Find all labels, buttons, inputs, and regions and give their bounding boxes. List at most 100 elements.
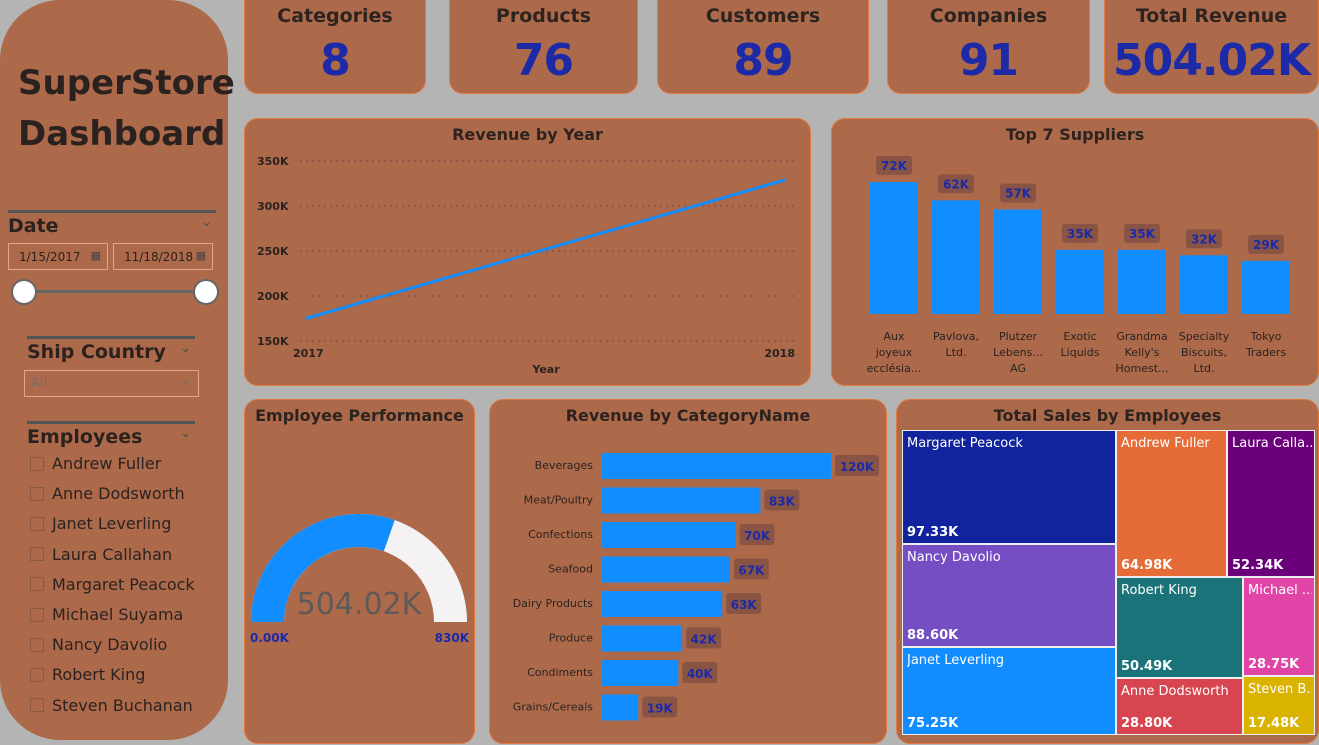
category-label: Condiments: [527, 666, 593, 679]
data-label: 72K: [881, 159, 908, 173]
end-slider-handle[interactable]: [193, 279, 219, 305]
category-bar: [602, 694, 639, 721]
treemap-tile[interactable]: Michael ... 28.75K: [1243, 577, 1315, 676]
kpi-label: Categories: [277, 5, 393, 27]
revenue-by-year-card: Revenue by Year 150K 200K 250K 300K 350K 2017…: [244, 118, 811, 386]
employee-name: Nancy Davolio: [907, 550, 1001, 565]
checkbox[interactable]: [30, 577, 44, 592]
supplier-name: Homest...: [1115, 362, 1168, 375]
treemap-tile[interactable]: Laura Calla... 52.34K: [1227, 430, 1315, 577]
treemap-tile[interactable]: Margaret Peacock 97.33K: [902, 430, 1116, 544]
checkbox[interactable]: [30, 456, 44, 471]
data-label: 40K: [687, 667, 714, 681]
chevron-down-icon[interactable]: ⌄: [180, 426, 191, 441]
checkbox[interactable]: [30, 607, 44, 622]
date-slicer-header[interactable]: Date ⌄: [8, 210, 216, 237]
performance-gauge: 504.02K 0.00K 830K: [250, 514, 470, 645]
supplier-name: Aux: [883, 330, 904, 343]
y-tick-label: 250K: [257, 245, 289, 258]
treemap-tile[interactable]: Janet Leverling 75.25K: [902, 647, 1116, 735]
x-axis-label: Year: [531, 363, 560, 376]
supplier-bar: [1118, 249, 1166, 314]
supplier-name: Traders: [1245, 346, 1287, 359]
employee-name: Laura Callahan: [52, 544, 173, 564]
supplier-name: joyeux: [875, 346, 913, 359]
employee-name: Steven Buchanan: [52, 695, 193, 715]
revenue-by-category-card: Revenue by CategoryName Beverages 120K Mea…: [489, 399, 887, 744]
employee-name: Laura Calla...: [1232, 436, 1312, 451]
employee-name: Anne Dodsworth: [52, 484, 185, 504]
treemap-tile[interactable]: Steven B... 17.48K: [1243, 676, 1315, 735]
employees-slicer-header[interactable]: Employees ⌄: [27, 421, 195, 448]
category-bar: [602, 591, 723, 617]
data-label-bg: [1124, 223, 1160, 243]
data-label: 32K: [1191, 232, 1218, 246]
checkbox[interactable]: [30, 667, 44, 682]
checkbox[interactable]: [30, 637, 44, 652]
employee-name: Robert King: [52, 665, 146, 685]
kpi-card: Companies 91: [887, 0, 1090, 94]
employee-option[interactable]: Michael Suyama: [30, 605, 183, 624]
kpi-value: 89: [733, 35, 793, 86]
data-label: 19K: [647, 702, 674, 716]
employee-option[interactable]: Robert King: [30, 665, 145, 684]
chart-title: Top 7 Suppliers: [1005, 125, 1145, 144]
treemap-tile[interactable]: Andrew Fuller 64.98K: [1116, 430, 1227, 577]
data-label-bg: [1186, 229, 1222, 249]
supplier-bar: [1242, 260, 1290, 314]
treemap-tile[interactable]: Robert King 50.49K: [1116, 577, 1243, 678]
supplier-name: Kelly's: [1125, 346, 1160, 359]
employee-option[interactable]: Steven Buchanan: [30, 696, 193, 715]
calendar-icon[interactable]: ▦: [195, 249, 206, 262]
ship-country-dropdown[interactable]: All ⌄: [24, 370, 199, 397]
kpi-value: 76: [513, 35, 574, 86]
supplier-name: Specialty: [1179, 330, 1230, 343]
treemap-tile[interactable]: Nancy Davolio 88.60K: [902, 544, 1116, 647]
kpi-card: Products 76: [449, 0, 638, 94]
treemap-tile[interactable]: Anne Dodsworth 28.80K: [1116, 678, 1243, 735]
supplier-name: Tokyo: [1250, 330, 1282, 343]
y-tick-label: 350K: [257, 155, 289, 168]
x-tick-label: 2018: [764, 347, 795, 360]
gauge-min-label: 0.00K: [250, 631, 290, 645]
data-label: 67K: [738, 564, 765, 578]
data-label-bg: [1248, 234, 1284, 254]
category-bar: [602, 625, 683, 652]
start-slider-handle[interactable]: [11, 279, 37, 305]
start-date-input[interactable]: 1/15/2017 ▦: [8, 243, 108, 270]
employee-option[interactable]: Janet Leverling: [30, 514, 171, 533]
kpi-card: Total Revenue 504.02K: [1104, 0, 1319, 94]
employee-option[interactable]: Andrew Fuller: [30, 454, 161, 473]
end-date-input[interactable]: 11/18/2018 ▦: [113, 243, 213, 270]
chart-title: Revenue by Year: [452, 125, 603, 144]
employee-option[interactable]: Margaret Peacock: [30, 575, 195, 594]
checkbox[interactable]: [30, 547, 44, 562]
checkbox[interactable]: [30, 698, 44, 713]
top-suppliers-card: Top 7 Suppliers 72K Aux joyeux ecclésia... 6…: [831, 118, 1319, 386]
employee-name: Steven B...: [1248, 682, 1312, 697]
employee-name: Janet Leverling: [52, 514, 172, 534]
y-tick-label: 300K: [257, 200, 289, 213]
employee-name: Andrew Fuller: [1121, 436, 1210, 451]
chevron-down-icon[interactable]: ⌄: [180, 341, 191, 356]
calendar-icon[interactable]: ▦: [90, 249, 101, 262]
checkbox[interactable]: [30, 516, 44, 531]
employee-option[interactable]: Anne Dodsworth: [30, 484, 185, 503]
y-tick-label: 150K: [257, 335, 289, 348]
data-label-bg: [642, 696, 678, 718]
revenue-line-chart: 150K 200K 250K 300K 350K 2017 2018 Year: [257, 155, 797, 376]
category-label: Grains/Cereals: [513, 701, 594, 714]
employee-option[interactable]: Nancy Davolio: [30, 635, 167, 654]
sidebar: SuperStore Dashboard Date ⌄ 1/15/2017 ▦ 11/…: [0, 0, 235, 740]
supplier-name: Exotic: [1063, 330, 1096, 343]
supplier-name: ecclésia...: [867, 362, 922, 375]
ship-country-slicer-header[interactable]: Ship Country ⌄: [27, 336, 195, 363]
kpi-value: 8: [320, 35, 351, 86]
sales-value: 28.75K: [1248, 657, 1300, 672]
date-range-track: [24, 290, 206, 293]
employee-option[interactable]: Laura Callahan: [30, 545, 172, 564]
y-tick-label: 200K: [257, 290, 289, 303]
checkbox[interactable]: [30, 486, 44, 501]
data-label: 35K: [1067, 227, 1094, 241]
chevron-down-icon[interactable]: ⌄: [201, 215, 212, 230]
